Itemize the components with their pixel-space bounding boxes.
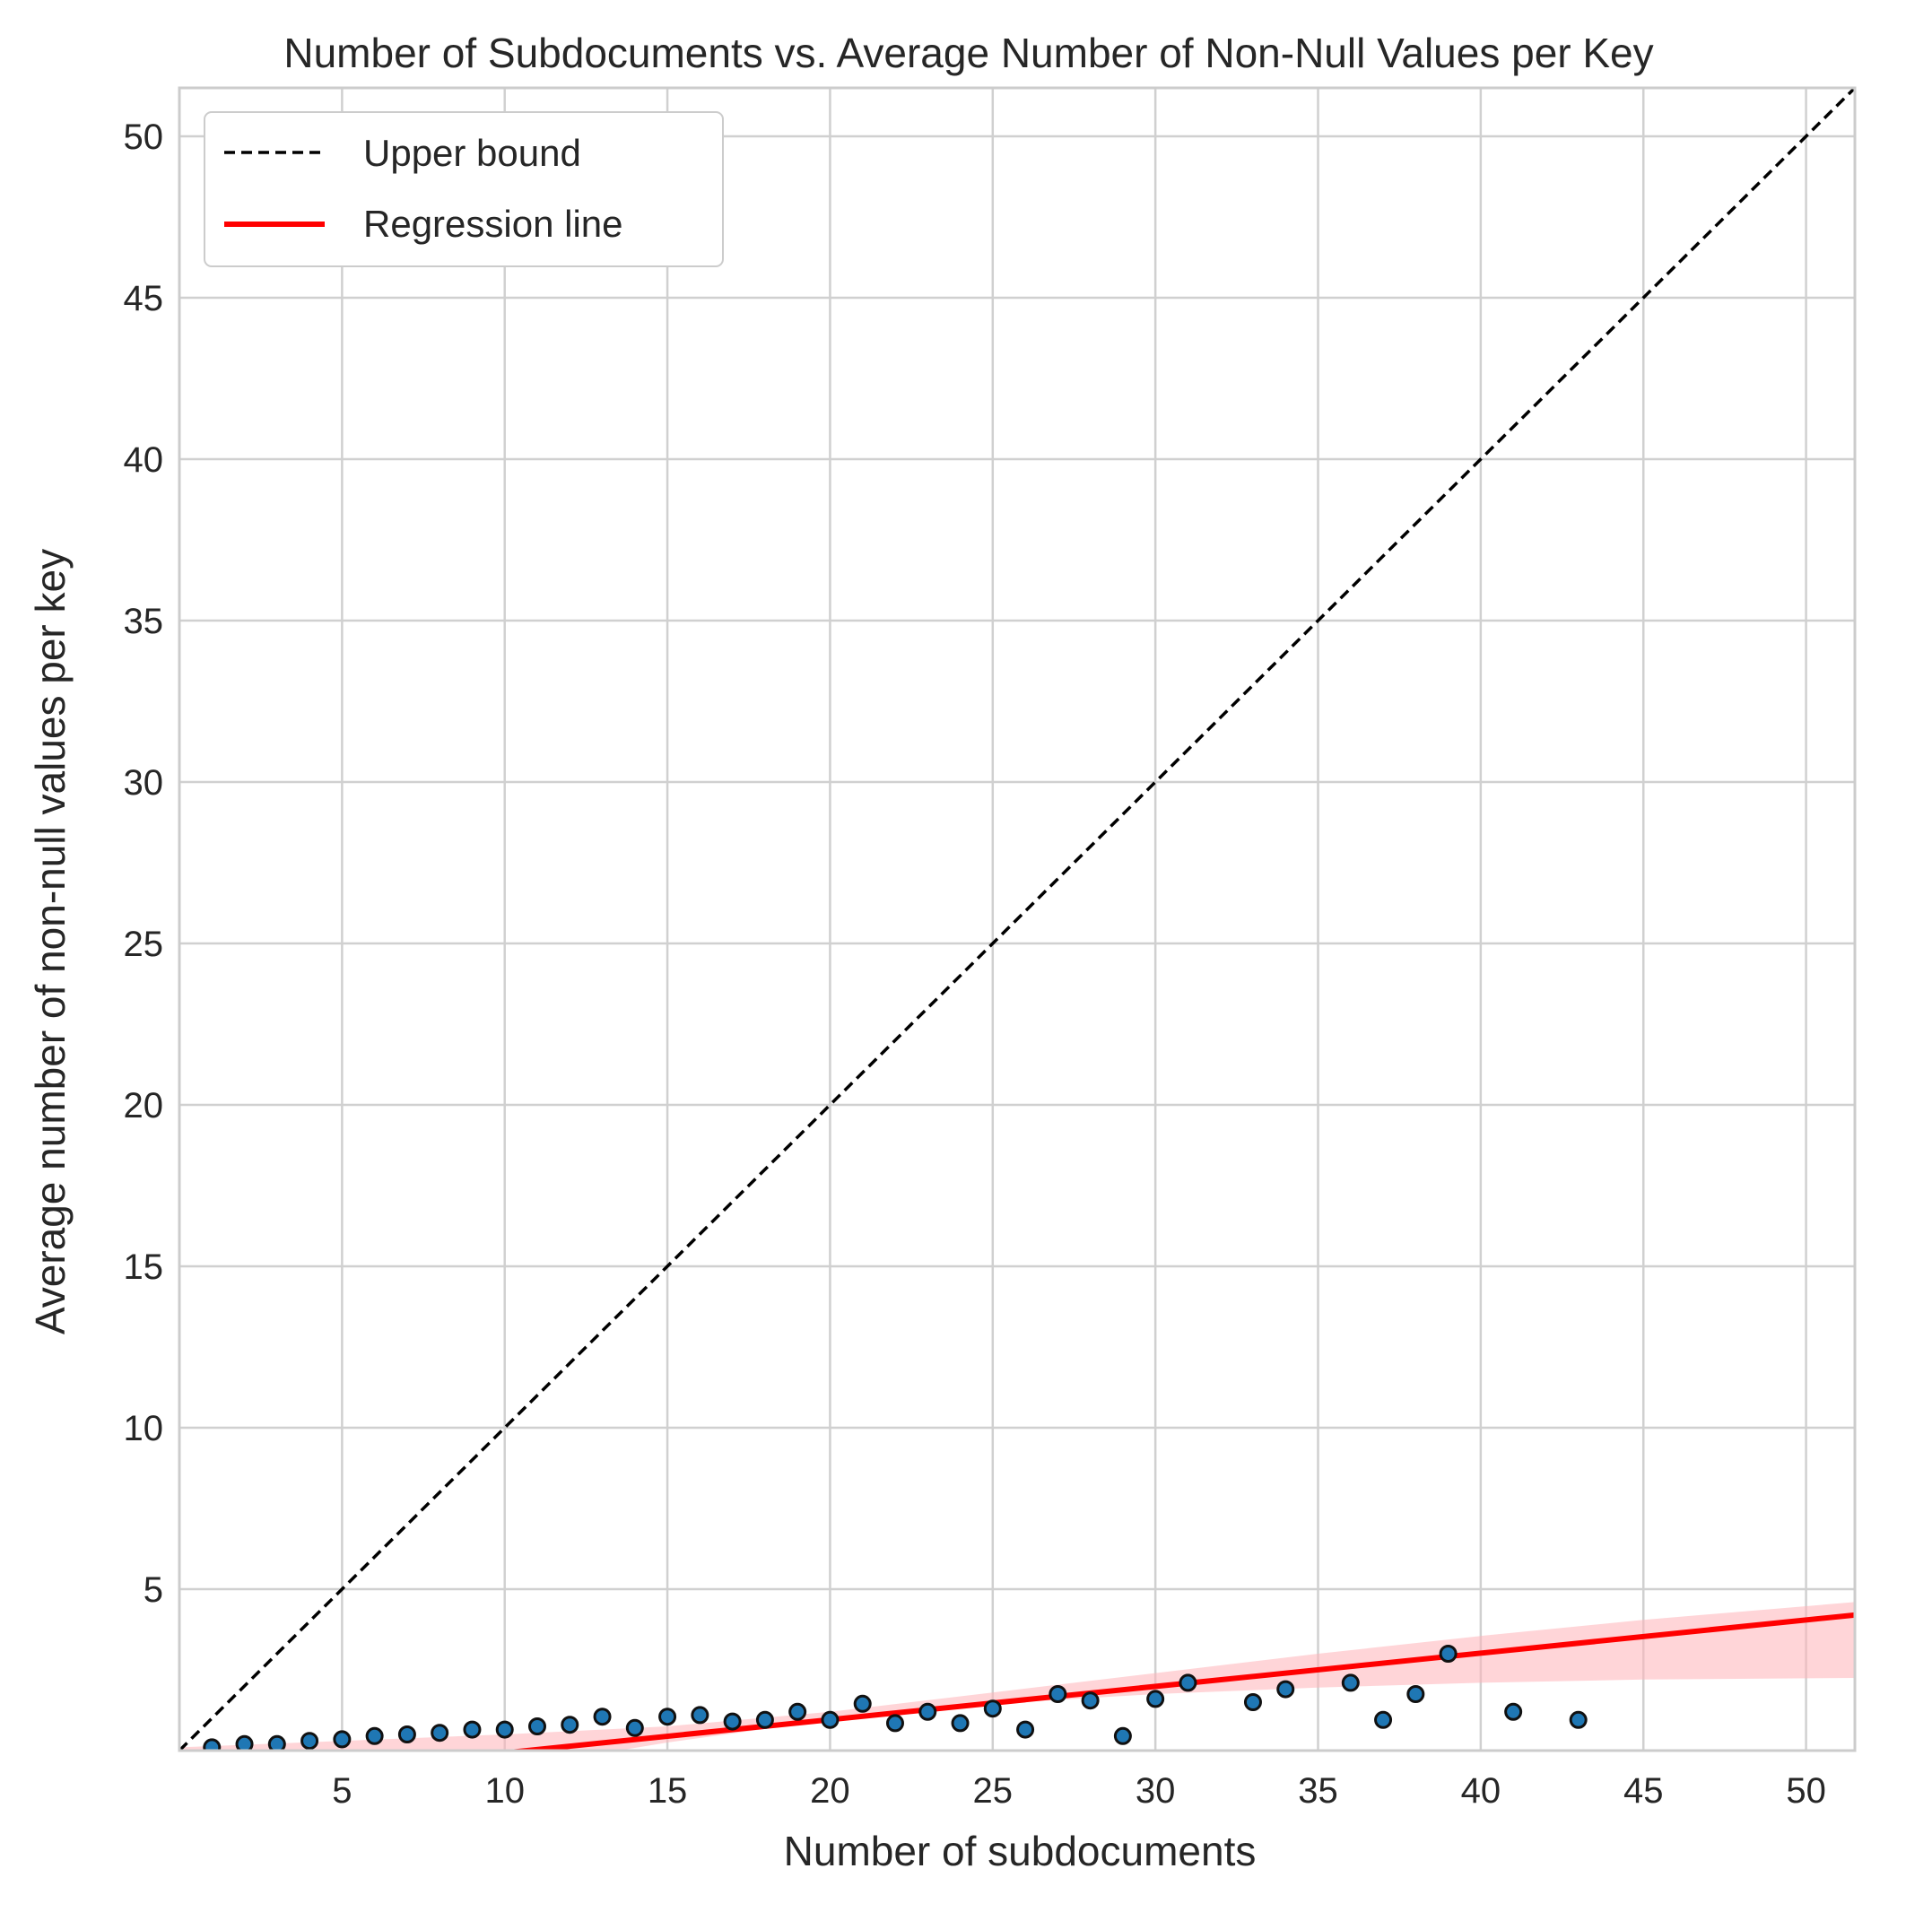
legend: Upper bound Regression line — [204, 111, 724, 267]
x-axis-label: Number of subdocuments — [784, 1828, 1257, 1874]
y-tick-label: 35 — [124, 602, 164, 641]
x-tick-label: 10 — [484, 1771, 525, 1811]
scatter-point — [885, 1714, 904, 1733]
scatter-point — [821, 1710, 840, 1729]
upper-bound-line — [179, 88, 1855, 1751]
scatter-point — [561, 1716, 579, 1734]
scatter-point — [365, 1726, 384, 1745]
scatter-point — [431, 1724, 449, 1743]
y-tick-label: 45 — [124, 279, 164, 318]
x-tick-label: 45 — [1623, 1771, 1664, 1811]
scatter-point — [1243, 1693, 1262, 1711]
scatter-point — [755, 1710, 774, 1729]
x-tick-label: 25 — [973, 1771, 1014, 1811]
scatter-point — [267, 1734, 286, 1751]
y-tick-label: 15 — [124, 1247, 164, 1287]
x-tick-label: 5 — [332, 1771, 352, 1811]
scatter-point — [951, 1714, 970, 1733]
scatter-point — [1113, 1726, 1132, 1745]
x-tick-label: 15 — [648, 1771, 688, 1811]
plot-frame — [178, 86, 1857, 1752]
scatter-point — [691, 1706, 709, 1725]
scatter-point — [1504, 1702, 1523, 1721]
y-tick-label: 10 — [124, 1409, 164, 1448]
y-tick-labels: 5 10 15 20 25 30 35 40 45 50 — [124, 117, 164, 1610]
gridlines — [179, 88, 1855, 1751]
scatter-point — [1439, 1645, 1458, 1663]
scatter-point — [625, 1718, 644, 1737]
y-tick-label: 30 — [124, 763, 164, 803]
scatter-point — [1179, 1673, 1197, 1692]
legend-upper-bound-label: Upper bound — [363, 132, 581, 174]
scatter-point — [300, 1732, 319, 1751]
confidence-band — [179, 1602, 1855, 1751]
y-tick-label: 25 — [124, 925, 164, 964]
scatter-point — [1374, 1710, 1393, 1729]
scatter-point — [527, 1717, 546, 1735]
scatter-point — [203, 1738, 222, 1751]
legend-box — [204, 111, 724, 267]
scatter-point — [1569, 1710, 1588, 1729]
scatter-point — [495, 1720, 514, 1739]
scatter-point — [788, 1702, 807, 1721]
x-tick-label: 50 — [1786, 1771, 1826, 1811]
x-tick-label: 40 — [1461, 1771, 1501, 1811]
scatter-point — [1406, 1685, 1425, 1703]
scatter-point — [593, 1708, 612, 1726]
plot-area — [179, 88, 1855, 1751]
scatter-point — [463, 1720, 482, 1739]
scatter-point — [397, 1725, 416, 1743]
x-tick-label: 20 — [810, 1771, 850, 1811]
regression-line — [500, 1612, 1855, 1751]
x-tick-label: 30 — [1136, 1771, 1176, 1811]
scatter-point — [1146, 1690, 1165, 1708]
y-tick-label: 40 — [124, 440, 164, 480]
scatter-point — [658, 1708, 677, 1726]
x-tick-label: 35 — [1298, 1771, 1338, 1811]
x-tick-labels: 5 10 15 20 25 30 35 40 45 50 — [332, 1771, 1826, 1811]
scatter-point — [235, 1734, 254, 1751]
scatter-point — [1341, 1673, 1360, 1692]
y-axis-label: Average number of non-null values per ke… — [27, 549, 74, 1334]
legend-regression-label: Regression line — [363, 203, 623, 245]
scatter-point — [918, 1702, 937, 1721]
scatter-point — [723, 1712, 742, 1731]
chart-title: Number of Subdocuments vs. Average Numbe… — [283, 30, 1653, 76]
scatter-point — [1276, 1680, 1295, 1699]
scatter-point — [983, 1699, 1002, 1718]
y-tick-label: 20 — [124, 1086, 164, 1125]
scatter-point — [1016, 1720, 1035, 1739]
y-tick-label: 50 — [124, 117, 164, 157]
scatter-point — [853, 1694, 872, 1713]
scatter-points — [203, 1645, 1588, 1751]
y-tick-label: 5 — [144, 1570, 163, 1610]
scatter-point — [1081, 1691, 1100, 1710]
scatter-point — [333, 1730, 352, 1749]
scatter-point — [1049, 1685, 1067, 1703]
